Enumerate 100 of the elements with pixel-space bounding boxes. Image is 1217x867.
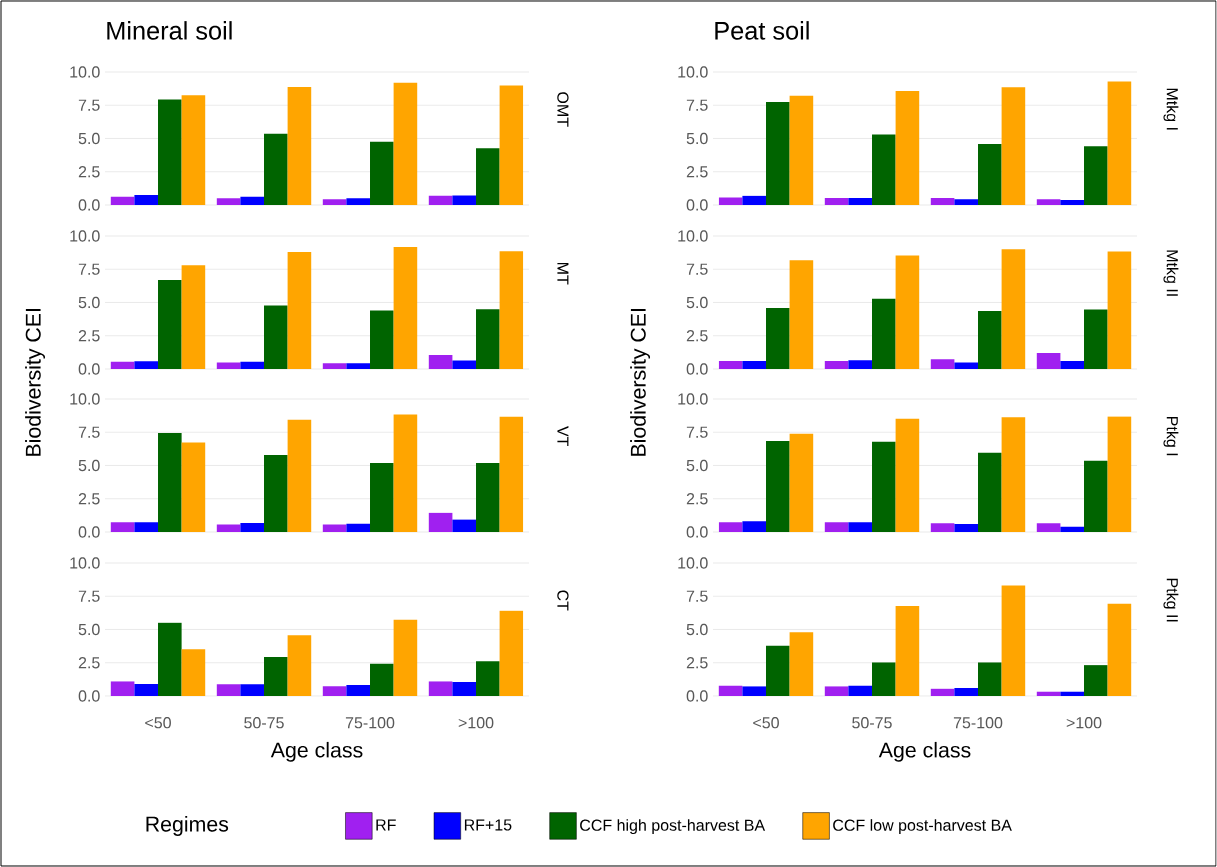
- bar: [476, 309, 500, 369]
- bar: [499, 610, 524, 696]
- bar: [872, 662, 896, 696]
- y-tick-label: 7.5: [686, 426, 708, 438]
- x-axis-title: Age class: [270, 741, 363, 762]
- y2-axis-title: Mtkg II: [1163, 250, 1179, 296]
- bar: [848, 685, 872, 696]
- bar: [895, 606, 920, 696]
- y-tick-label: 2.5: [686, 493, 708, 505]
- bar: [1001, 249, 1026, 369]
- bar: [1036, 523, 1061, 532]
- bar: [181, 442, 206, 532]
- bar: [1060, 526, 1085, 532]
- bar: [895, 418, 920, 532]
- bar: [393, 247, 418, 369]
- bar: [134, 195, 159, 205]
- bar: [322, 199, 347, 205]
- bar: [264, 455, 288, 532]
- bar: [240, 684, 265, 696]
- legend-label: RF: [376, 819, 396, 831]
- y-tick-label: 5.0: [78, 459, 100, 472]
- bar: [789, 95, 814, 205]
- bar: [1107, 416, 1132, 532]
- y-tick-label: 10.0: [70, 393, 100, 405]
- bar: [181, 95, 206, 205]
- bar: [718, 522, 743, 532]
- bar: [158, 432, 182, 532]
- bar: [1084, 146, 1108, 205]
- bar: [287, 252, 312, 369]
- bar: [322, 363, 347, 369]
- y-tick-label: 5.0: [78, 623, 100, 636]
- bar: [134, 522, 159, 532]
- y2-axis-title: Ptkg I: [1163, 417, 1179, 456]
- y-tick-label: 2.5: [78, 330, 100, 342]
- bar: [322, 686, 347, 696]
- bar: [452, 682, 477, 696]
- legend-title: Regimes: [146, 815, 229, 836]
- y-tick-label: 7.5: [78, 426, 100, 438]
- bar: [978, 662, 1002, 696]
- bar: [110, 361, 135, 369]
- bar: [718, 685, 743, 696]
- bar: [110, 681, 135, 696]
- legend-label: RF+15: [464, 819, 512, 831]
- bar: [930, 359, 955, 369]
- bar: [134, 683, 159, 696]
- x-tick-label: 75-100: [345, 717, 395, 729]
- bar: [789, 433, 814, 532]
- bar: [393, 414, 418, 532]
- y-tick-label: 0.0: [78, 690, 100, 702]
- bar: [848, 198, 873, 205]
- y-tick-label: 0.0: [686, 690, 708, 702]
- bar: [370, 663, 394, 696]
- bar: [930, 688, 955, 696]
- bar: [1001, 87, 1026, 205]
- bar: [428, 195, 453, 205]
- bar: [240, 361, 265, 369]
- y-tick-label: 10.0: [70, 557, 100, 569]
- bar: [824, 361, 849, 369]
- bar: [1036, 691, 1061, 696]
- bar: [240, 523, 265, 532]
- bar: [287, 419, 312, 532]
- bar: [742, 195, 766, 205]
- bar: [978, 452, 1002, 532]
- bar: [264, 657, 288, 696]
- y-tick-label: 0.0: [78, 363, 100, 375]
- x-tick-label: >100: [458, 717, 494, 729]
- bar: [370, 310, 394, 369]
- bar: [954, 362, 978, 369]
- bar: [1060, 361, 1085, 369]
- y2-axis-title: CT: [557, 590, 569, 611]
- bar: [766, 645, 790, 696]
- y-axis-title: Biodiversity CEI: [25, 309, 45, 456]
- bar: [216, 684, 241, 696]
- bar: [499, 416, 524, 532]
- bar: [499, 85, 524, 205]
- bar: [895, 255, 920, 369]
- y-tick-label: 10.0: [678, 66, 708, 78]
- bar: [954, 524, 979, 532]
- y-tick-label: 0.0: [78, 526, 100, 538]
- bar: [872, 298, 896, 369]
- bar: [110, 196, 135, 205]
- legend-label: CCF high post-harvest BA: [580, 819, 766, 835]
- x-tick-label: 50-75: [244, 717, 284, 729]
- x-tick-label: 50-75: [852, 717, 892, 729]
- bar: [718, 197, 743, 205]
- bar: [1036, 199, 1061, 205]
- bar: [181, 649, 206, 696]
- bar: [346, 684, 371, 696]
- y-tick-label: 10.0: [70, 230, 100, 242]
- bar: [954, 199, 979, 205]
- bar: [158, 279, 182, 369]
- y-tick-label: 5.0: [78, 296, 100, 309]
- bar: [1107, 603, 1132, 696]
- y2-axis-title: MT: [557, 262, 569, 285]
- y-tick-label: 5.0: [686, 296, 708, 309]
- bar: [134, 361, 159, 369]
- bar: [954, 688, 978, 696]
- bar: [1001, 585, 1026, 696]
- y2-axis-title: VT: [557, 426, 569, 447]
- bar: [452, 519, 477, 532]
